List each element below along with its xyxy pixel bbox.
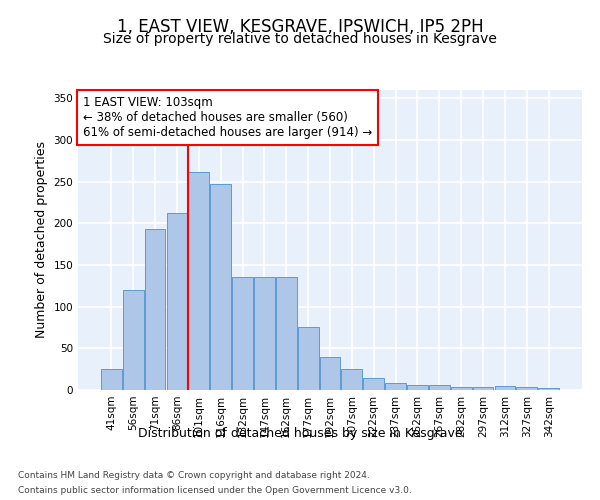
- Bar: [210, 184, 231, 390]
- Bar: [232, 276, 253, 390]
- Bar: [254, 276, 275, 390]
- Bar: [341, 369, 362, 390]
- Bar: [473, 386, 493, 390]
- Bar: [538, 388, 559, 390]
- Text: Distribution of detached houses by size in Kesgrave: Distribution of detached houses by size …: [137, 428, 463, 440]
- Text: Size of property relative to detached houses in Kesgrave: Size of property relative to detached ho…: [103, 32, 497, 46]
- Bar: [145, 229, 166, 390]
- Y-axis label: Number of detached properties: Number of detached properties: [35, 142, 48, 338]
- Bar: [276, 276, 296, 390]
- Bar: [407, 385, 428, 390]
- Bar: [429, 385, 450, 390]
- Bar: [320, 356, 340, 390]
- Bar: [517, 386, 537, 390]
- Bar: [494, 386, 515, 390]
- Text: 1, EAST VIEW, KESGRAVE, IPSWICH, IP5 2PH: 1, EAST VIEW, KESGRAVE, IPSWICH, IP5 2PH: [116, 18, 484, 36]
- Bar: [451, 386, 472, 390]
- Text: 1 EAST VIEW: 103sqm
← 38% of detached houses are smaller (560)
61% of semi-detac: 1 EAST VIEW: 103sqm ← 38% of detached ho…: [83, 96, 372, 139]
- Bar: [188, 172, 209, 390]
- Bar: [364, 378, 384, 390]
- Text: Contains HM Land Registry data © Crown copyright and database right 2024.: Contains HM Land Registry data © Crown c…: [18, 471, 370, 480]
- Bar: [101, 369, 122, 390]
- Bar: [123, 290, 143, 390]
- Bar: [298, 326, 319, 390]
- Bar: [385, 384, 406, 390]
- Bar: [167, 212, 187, 390]
- Text: Contains public sector information licensed under the Open Government Licence v3: Contains public sector information licen…: [18, 486, 412, 495]
